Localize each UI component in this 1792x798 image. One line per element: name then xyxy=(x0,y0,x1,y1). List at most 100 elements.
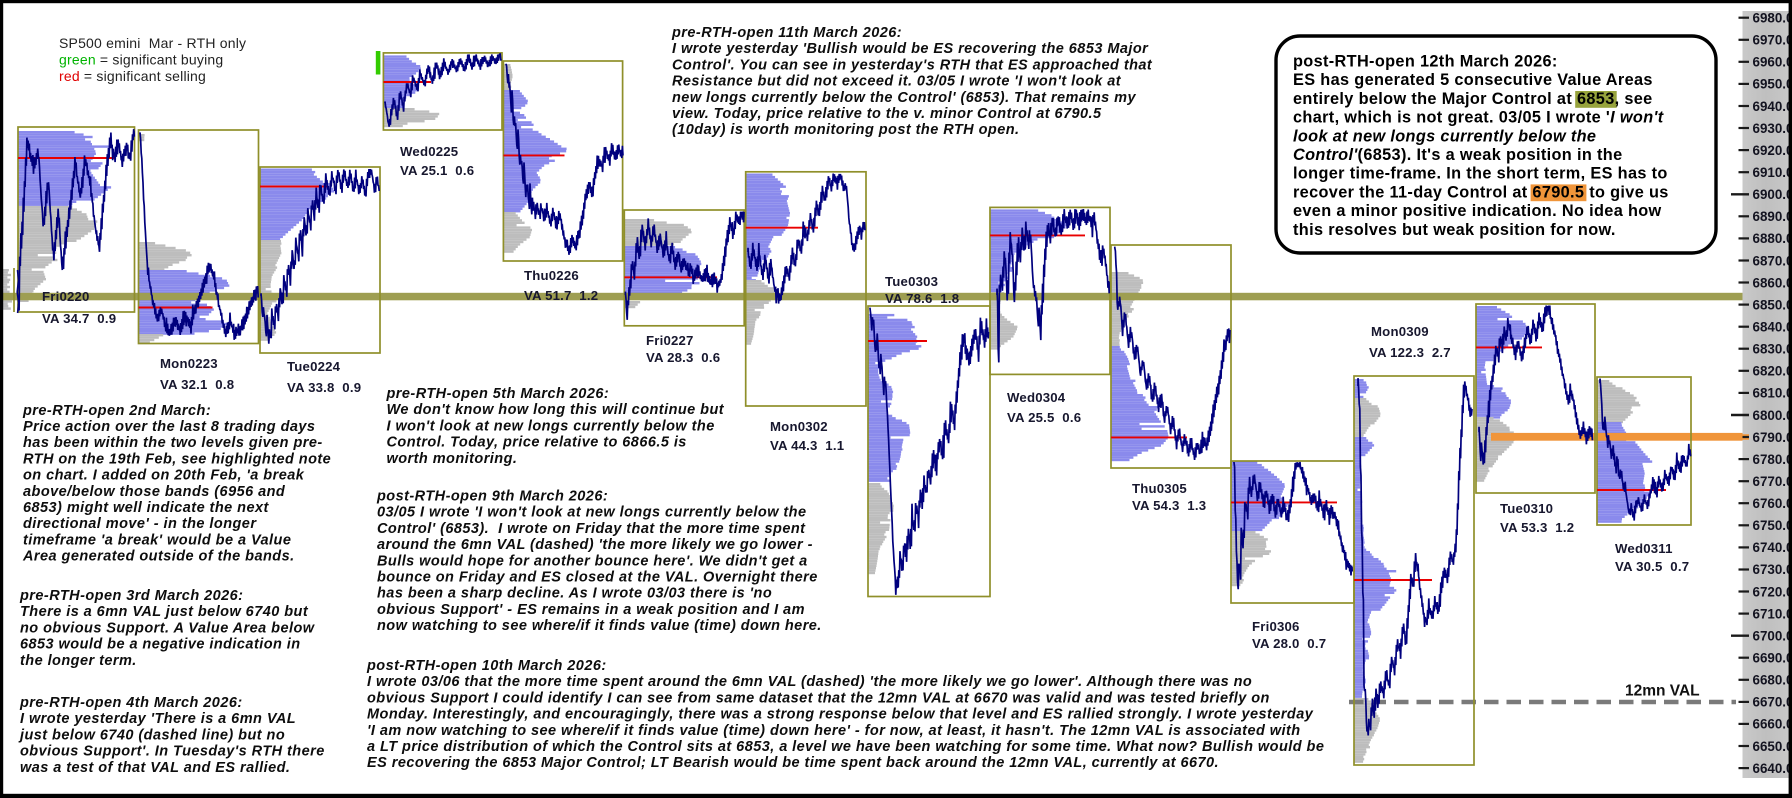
svg-text:VA 30.5 0.7: VA 30.5 0.7 xyxy=(1615,559,1689,574)
svg-text:6960.0: 6960.0 xyxy=(1753,55,1792,70)
svg-text:6830.0: 6830.0 xyxy=(1753,342,1792,357)
svg-text:Monday. Interestingly, and enc: Monday. Interestingly, and encouragingly… xyxy=(367,707,1314,723)
svg-text:6870.0: 6870.0 xyxy=(1753,253,1792,268)
svg-text:Wed0311: Wed0311 xyxy=(1615,541,1673,556)
svg-text:6890.0: 6890.0 xyxy=(1753,209,1792,224)
svg-text:Wed0304: Wed0304 xyxy=(1007,390,1066,405)
svg-text:6710.0: 6710.0 xyxy=(1753,606,1792,621)
svg-text:6740.0: 6740.0 xyxy=(1753,540,1792,555)
svg-text:pre-RTH-open 2nd March:: pre-RTH-open 2nd March: xyxy=(22,403,211,419)
svg-text:12mn VAL: 12mn VAL xyxy=(1625,683,1700,700)
svg-text:bounce on Friday and ES closed: bounce on Friday and ES closed at the VA… xyxy=(377,570,818,586)
svg-text:6853 would be a negative indic: 6853 would be a negative indication in xyxy=(20,637,301,653)
svg-text:6940.0: 6940.0 xyxy=(1753,99,1792,114)
svg-text:6980.0: 6980.0 xyxy=(1753,11,1792,26)
svg-text:pre-RTH-open 4th March 2026:: pre-RTH-open 4th March 2026: xyxy=(19,695,243,711)
svg-text:6790.0: 6790.0 xyxy=(1753,430,1792,445)
svg-text:ES has generated 5 consecutive: ES has generated 5 consecutive Value Are… xyxy=(1293,71,1653,89)
svg-text:6880.0: 6880.0 xyxy=(1753,231,1792,246)
svg-text:6730.0: 6730.0 xyxy=(1753,562,1792,577)
svg-text:pre-RTH-open 11th March 2026:: pre-RTH-open 11th March 2026: xyxy=(671,25,902,41)
svg-text:longer time-frame. In the shor: longer time-frame. In the short term, ES… xyxy=(1293,165,1668,183)
svg-text:pre-RTH-open 3rd March 2026:: pre-RTH-open 3rd March 2026: xyxy=(19,588,243,604)
svg-text:I wrote yesterday 'Bullish wou: I wrote yesterday 'Bullish would be ES r… xyxy=(672,41,1149,57)
svg-text:6840.0: 6840.0 xyxy=(1753,320,1792,335)
svg-text:VA 53.3 1.2: VA 53.3 1.2 xyxy=(1500,520,1574,535)
svg-text:6950.0: 6950.0 xyxy=(1753,77,1792,92)
svg-text:6720.0: 6720.0 xyxy=(1753,584,1792,599)
svg-text:6800.0: 6800.0 xyxy=(1753,408,1792,423)
svg-text:green = significant buying: green = significant buying xyxy=(59,52,223,68)
svg-text:VA 34.7 0.9: VA 34.7 0.9 xyxy=(42,311,116,326)
svg-text:'I am now watching to see wher: 'I am now watching to see where/if it fi… xyxy=(367,723,1301,739)
svg-text:red = significant selling: red = significant selling xyxy=(59,68,206,84)
svg-text:6920.0: 6920.0 xyxy=(1753,143,1792,158)
svg-text:worth monitoring.: worth monitoring. xyxy=(387,451,518,467)
svg-text:Fri0306: Fri0306 xyxy=(1252,619,1300,634)
svg-text:ES recovering the 6853 Major C: ES recovering the 6853 Major Control; LT… xyxy=(367,755,1219,771)
svg-text:6640.0: 6640.0 xyxy=(1753,761,1792,776)
svg-text:was a test of that VAL and ES: was a test of that VAL and ES rallied. xyxy=(20,760,290,776)
svg-text:6970.0: 6970.0 xyxy=(1753,33,1792,48)
svg-text:around the 6mn VAL (dashed) 't: around the 6mn VAL (dashed) 'the more li… xyxy=(377,537,813,553)
svg-text:Tue0310: Tue0310 xyxy=(1500,501,1553,516)
svg-text:6670.0: 6670.0 xyxy=(1753,695,1792,710)
svg-text:timeframe 'a break' would be a: timeframe 'a break' would be a Value xyxy=(23,532,291,548)
svg-text:There is a 6mn VAL just below: There is a 6mn VAL just below 6740 but xyxy=(20,604,309,620)
svg-text:03/05 I wrote 'I won't look at: 03/05 I wrote 'I won't look at new longs… xyxy=(377,505,807,521)
svg-text:Mon0309: Mon0309 xyxy=(1371,324,1429,339)
svg-text:VA 28.3 0.6: VA 28.3 0.6 xyxy=(646,350,720,365)
svg-text:6860.0: 6860.0 xyxy=(1753,275,1792,290)
svg-text:post-RTH-open 9th March 2026:: post-RTH-open 9th March 2026: xyxy=(376,489,608,505)
svg-text:Wed0225: Wed0225 xyxy=(400,144,458,159)
svg-text:now watching to see where/if i: now watching to see where/if it finds va… xyxy=(377,618,822,634)
svg-text:6690.0: 6690.0 xyxy=(1753,651,1792,666)
svg-text:Tue0224: Tue0224 xyxy=(287,359,341,374)
svg-text:I wrote 03/06 that the more ti: I wrote 03/06 that the more time spent a… xyxy=(367,674,1252,690)
svg-text:VA 51.7 1.2: VA 51.7 1.2 xyxy=(524,288,598,303)
svg-text:view. Today, price relative to: view. Today, price relative to the v. mi… xyxy=(672,106,1102,122)
svg-text:obvious Support I could identi: obvious Support I could identify I can s… xyxy=(367,690,1270,706)
svg-text:look at new longs currently be: look at new longs currently below the xyxy=(1293,127,1596,145)
svg-text:Control' (6853). I wrote on F: Control' (6853). I wrote on Friday that … xyxy=(377,521,806,537)
svg-text:Control'. You can see in yeste: Control'. You can see in yesterday's RTH… xyxy=(672,57,1153,73)
svg-text:VA 33.8 0.9: VA 33.8 0.9 xyxy=(287,380,361,395)
svg-text:directional move' - in the lon: directional move' - in the longer xyxy=(23,516,257,532)
svg-text:above/below those bands (6956: above/below those bands (6956 and xyxy=(23,484,286,500)
svg-text:no obvious Support. A Value Ar: no obvious Support. A Value Area below xyxy=(20,620,316,636)
svg-text:6650.0: 6650.0 xyxy=(1753,739,1792,754)
svg-text:6660.0: 6660.0 xyxy=(1753,717,1792,732)
svg-text:VA 25.5 0.6: VA 25.5 0.6 xyxy=(1007,410,1081,425)
svg-text:obvious Support' - ES remains: obvious Support' - ES remains in a weak … xyxy=(377,602,805,618)
svg-text:I wrote yesterday 'There is a: I wrote yesterday 'There is a 6mn VAL xyxy=(20,711,296,727)
svg-text:obvious Support'. In Tuesday's: obvious Support'. In Tuesday's RTH there xyxy=(20,744,325,760)
svg-text:VA 44.3 1.1: VA 44.3 1.1 xyxy=(770,438,844,453)
svg-text:VA 28.0 0.7: VA 28.0 0.7 xyxy=(1252,636,1326,651)
svg-text:Area generated outside of the: Area generated outside of the bands. xyxy=(22,549,295,565)
svg-text:6850.0: 6850.0 xyxy=(1753,297,1792,312)
svg-text:the longer term.: the longer term. xyxy=(20,653,137,669)
svg-text:We don't know how long this wi: We don't know how long this will continu… xyxy=(387,402,725,418)
svg-text:6700.0: 6700.0 xyxy=(1753,629,1792,644)
svg-text:VA 122.3 2.7: VA 122.3 2.7 xyxy=(1369,345,1451,360)
svg-text:Control'(6853). It's a weak po: Control'(6853). It's a weak position in … xyxy=(1293,146,1622,164)
svg-text:Thu0226: Thu0226 xyxy=(524,268,579,283)
svg-text:Control. Today, price relative: Control. Today, price relative to 6866.5… xyxy=(387,435,687,451)
svg-text:recover the 11-day Control at: recover the 11-day Control at 6790.5 to … xyxy=(1293,183,1669,201)
svg-text:Bulls would hope for another b: Bulls would hope for another bounce here… xyxy=(377,553,808,569)
svg-text:6760.0: 6760.0 xyxy=(1753,496,1792,511)
svg-text:Resistance but did not exceed: Resistance but did not exceed it. 03/05 … xyxy=(672,74,1122,90)
svg-text:VA 78.6 1.8: VA 78.6 1.8 xyxy=(885,291,959,306)
svg-text:6910.0: 6910.0 xyxy=(1753,165,1792,180)
svg-text:has been within the two levels: has been within the two levels given pre… xyxy=(23,435,323,451)
svg-text:VA 25.1 0.6: VA 25.1 0.6 xyxy=(400,163,474,178)
svg-text:pre-RTH-open 5th March 2026:: pre-RTH-open 5th March 2026: xyxy=(386,386,610,402)
svg-text:6853) might well indicate the: 6853) might well indicate the next xyxy=(23,500,269,516)
svg-text:Tue0303: Tue0303 xyxy=(885,274,938,289)
svg-text:Mon0223: Mon0223 xyxy=(160,356,218,371)
svg-text:chart, which is not great. 03/: chart, which is not great. 03/05 I wrote… xyxy=(1293,109,1664,127)
svg-text:6820.0: 6820.0 xyxy=(1753,364,1792,379)
svg-text:new longs currently below the: new longs currently below the Control' (… xyxy=(672,90,1137,106)
svg-text:6780.0: 6780.0 xyxy=(1753,452,1792,467)
svg-text:entirely below the Major Contr: entirely below the Major Control at 6853… xyxy=(1293,90,1653,108)
